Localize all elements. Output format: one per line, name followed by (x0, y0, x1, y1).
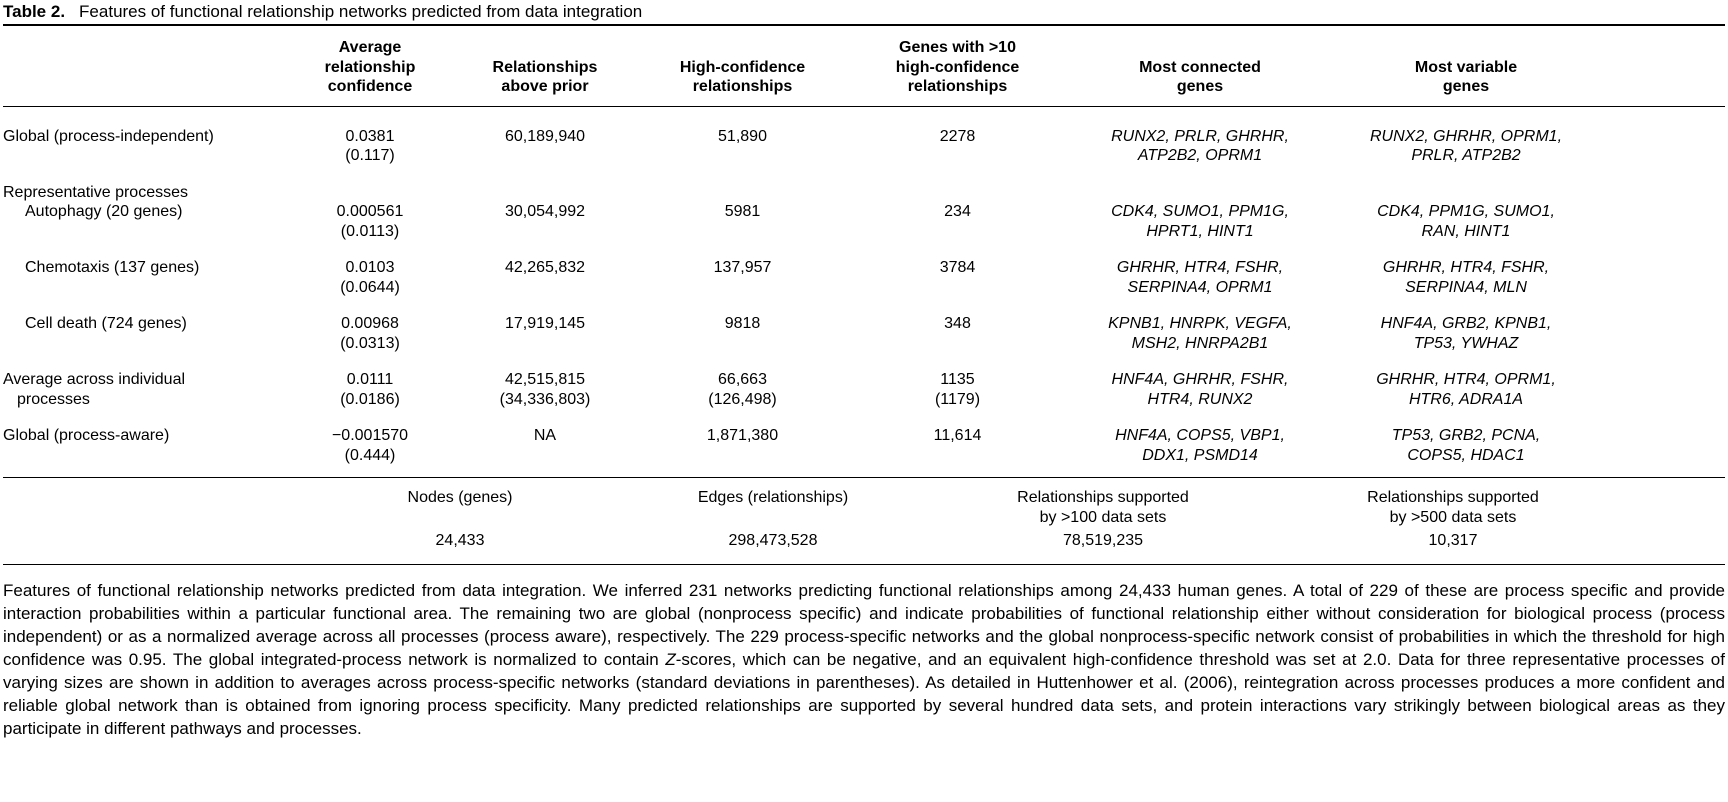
row-average-across-processes: Average across individual processes 0.01… (3, 370, 1725, 409)
cell-most-connected-genes: KPNB1, HNRPK, VEGFA, MSH2, HNRPA2B1 (1108, 315, 1292, 352)
table-footnote: Features of functional relationship netw… (3, 579, 1725, 740)
cell-most-connected-genes: CDK4, SUMO1, PPM1G, HPRT1, HINT1 (1111, 203, 1289, 240)
col-header-high-confidence-relationships: High-confidence relationships (679, 58, 806, 96)
cell-relationships-above-prior: 42,265,832 (504, 259, 586, 276)
row-label: Global (process-aware) (3, 427, 170, 444)
table-header-row: Average relationship confidence Relation… (3, 26, 1725, 106)
cell-most-connected-genes: GHRHR, HTR4, FSHR, SERPINA4, OPRM1 (1116, 259, 1284, 296)
divider-under-title (3, 24, 1725, 26)
cell-high-confidence-relationships: 5981 (724, 203, 761, 220)
cell-relationships-above-prior: NA (533, 427, 557, 444)
cell-genes-gt10: 1135 (1179) (934, 371, 981, 408)
cell-high-confidence-relationships: 9818 (724, 315, 761, 332)
cell-most-connected-genes: HNF4A, GHRHR, FSHR, HTR4, RUNX2 (1111, 371, 1289, 408)
cell-relationships-above-prior: 42,515,815 (34,336,803) (499, 371, 591, 408)
summary-value: 10,317 (1428, 532, 1478, 549)
cell-average-confidence: 0.00968 (0.0313) (340, 315, 400, 352)
row-label: Global (process-independent) (3, 127, 214, 145)
summary-label: Relationships supported by >500 data set… (1367, 489, 1539, 526)
divider-above-summary (3, 477, 1725, 478)
cell-most-variable-genes: RUNX2, GHRHR, OPRM1, PRLR, ATP2B2 (1369, 127, 1563, 165)
summary-item-gt500-datasets: Relationships supported by >500 data set… (1283, 488, 1623, 551)
col-header-relationships-above-prior: Relationships above prior (492, 58, 598, 96)
cell-high-confidence-relationships: 66,663 (126,498) (708, 371, 777, 408)
divider-above-footnote (3, 564, 1725, 565)
cell-most-connected-genes: HNF4A, COPS5, VBP1, DDX1, PSMD14 (1115, 427, 1285, 464)
table-body: Global (process-independent) 0.0381 (0.1… (3, 107, 1725, 478)
cell-relationships-above-prior: 30,054,992 (504, 203, 586, 220)
cell-most-variable-genes: HNF4A, GRB2, KPNB1, TP53, YWHAZ (1380, 315, 1552, 352)
col-header-most-variable-genes: Most variable genes (1414, 58, 1518, 96)
summary-label: Nodes (genes) (407, 489, 513, 506)
row-label: Autophagy (20 genes) (25, 203, 183, 220)
section-label-representative-processes: Representative processes (3, 183, 188, 201)
footnote-z-italic: Z (665, 650, 676, 669)
cell-average-confidence: 0.0103 (0.0644) (340, 259, 400, 296)
cell-genes-gt10: 11,614 (933, 427, 982, 444)
cell-most-variable-genes: CDK4, PPM1G, SUMO1, RAN, HINT1 (1377, 203, 1555, 240)
cell-most-variable-genes: GHRHR, HTR4, OPRM1, HTR6, ADRA1A (1376, 371, 1556, 408)
summary-label: Relationships supported by >100 data set… (1017, 489, 1189, 526)
summary-value: 24,433 (435, 532, 485, 549)
table-title-text: Features of functional relationship netw… (79, 2, 643, 21)
cell-most-variable-genes: GHRHR, HTR4, FSHR, SERPINA4, MLN (1382, 259, 1550, 296)
cell-relationships-above-prior: 60,189,940 (504, 127, 586, 145)
table-title: Table 2. Features of functional relations… (3, 0, 1725, 24)
col-header-genes-gt10: Genes with >10 high-confidence relations… (895, 39, 1020, 95)
cell-average-confidence: 0.0381 (0.117) (345, 127, 395, 165)
summary-item-gt100-datasets: Relationships supported by >100 data set… (933, 488, 1273, 551)
cell-most-variable-genes: TP53, GRB2, PCNA, COPS5, HDAC1 (1391, 427, 1541, 464)
col-header-most-connected-genes: Most connected genes (1139, 58, 1261, 96)
row-label: Chemotaxis (137 genes) (25, 259, 200, 276)
summary-item-nodes: Nodes (genes) 24,433 (300, 488, 620, 551)
row-label: Average across individual processes (3, 371, 186, 408)
cell-most-connected-genes: RUNX2, PRLR, GHRHR, ATP2B2, OPRM1 (1111, 127, 1289, 165)
cell-genes-gt10: 348 (944, 315, 971, 332)
footnote-text-1: Features of functional relationship netw… (3, 581, 1725, 669)
summary-value: 78,519,235 (1062, 532, 1144, 549)
row-global-process-independent: Global (process-independent) 0.0381 (0.1… (3, 127, 1725, 166)
cell-genes-gt10: 2278 (939, 127, 976, 145)
cell-average-confidence: 0.000561 (0.0113) (336, 203, 404, 240)
cell-relationships-above-prior: 17,919,145 (504, 315, 586, 332)
cell-high-confidence-relationships: 1,871,380 (706, 427, 779, 444)
row-cell-death: Cell death (724 genes) 0.00968 (0.0313) … (3, 314, 1725, 353)
row-global-process-aware: Global (process-aware) −0.001570 (0.444)… (3, 426, 1725, 465)
row-chemotaxis: Chemotaxis (137 genes) 0.0103 (0.0644) 4… (3, 258, 1725, 297)
network-summary-row: Nodes (genes) 24,433 Edges (relationship… (3, 478, 1725, 564)
table-number: Table 2. (3, 2, 66, 21)
cell-high-confidence-relationships: 51,890 (718, 127, 767, 145)
row-label: Cell death (724 genes) (25, 315, 187, 332)
cell-average-confidence: −0.001570 (0.444) (331, 427, 409, 464)
cell-high-confidence-relationships: 137,957 (713, 259, 772, 276)
summary-value: 298,473,528 (728, 532, 818, 549)
footnote-text-2: -scores, which can be negative, and an e… (3, 650, 1725, 738)
col-header-average-relationship-confidence: Average relationship confidence (324, 39, 416, 95)
summary-label: Edges (relationships) (697, 489, 849, 506)
cell-genes-gt10: 3784 (939, 259, 976, 276)
cell-genes-gt10: 234 (944, 203, 971, 220)
cell-average-confidence: 0.0111 (0.0186) (340, 371, 400, 408)
row-autophagy: Autophagy (20 genes) 0.000561 (0.0113) 3… (3, 202, 1725, 241)
summary-item-edges: Edges (relationships) 298,473,528 (623, 488, 923, 551)
divider-under-header (3, 105, 1725, 107)
